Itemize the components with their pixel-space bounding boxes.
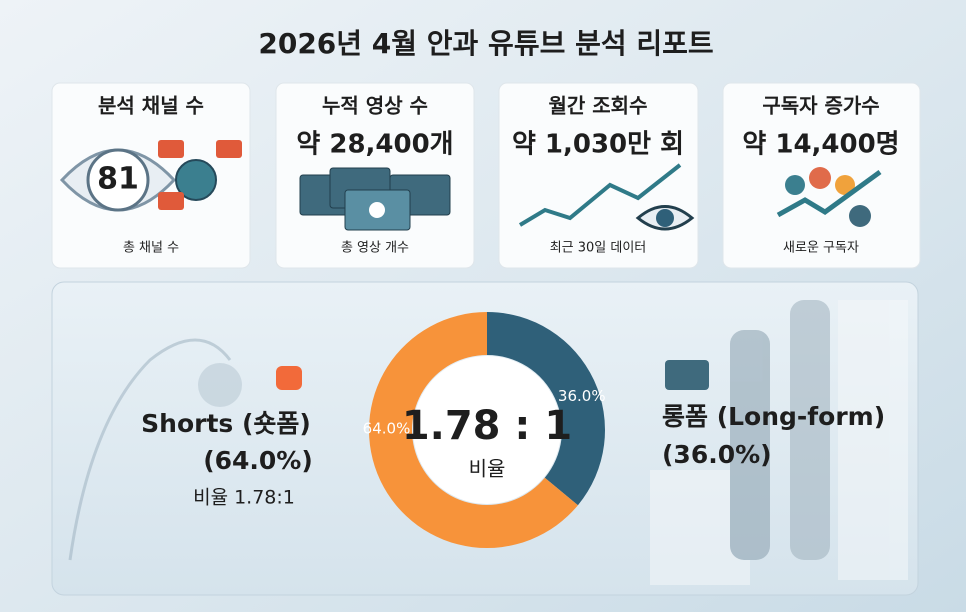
decor xyxy=(68,300,908,585)
video-icon xyxy=(216,140,242,158)
globe-icon xyxy=(175,159,217,201)
ratio-note: 비율 1.78:1 xyxy=(193,487,295,509)
card-caption: 최근 30일 데이터 xyxy=(550,241,647,256)
person-icon xyxy=(835,175,855,195)
center-caption: 비율 xyxy=(469,457,506,481)
page-title: 2026년 4월 안과 유튜브 분석 리포트 xyxy=(258,27,713,60)
eye-icon xyxy=(656,209,674,227)
slice-label: 64.0% xyxy=(363,419,411,437)
card-value: 81 xyxy=(97,162,139,197)
card-title: 구독자 증가수 xyxy=(762,94,879,118)
donut-slice xyxy=(368,312,578,548)
card-title: 분석 채널 수 xyxy=(98,94,204,118)
trend-icon xyxy=(518,163,682,227)
legend-label: Shorts (숏폼) xyxy=(141,409,311,438)
donut-chart: 36.0% 64.0%1.78 : 1 비율 xyxy=(363,312,606,548)
card-caption: 새로운 구독자 xyxy=(783,241,859,256)
card-title: 월간 조회수 xyxy=(549,94,648,118)
slice-label: 36.0% xyxy=(558,387,606,405)
eye-icon xyxy=(86,148,150,212)
shorts-icon xyxy=(276,366,302,390)
video-icon xyxy=(158,140,184,158)
card-caption: 총 영상 개수 xyxy=(341,241,409,256)
legend-value: (64.0%) xyxy=(203,446,313,475)
card-caption: 총 채널 수 xyxy=(123,241,179,256)
card-value: 약 14,400명 xyxy=(742,130,899,160)
person-icon xyxy=(785,175,805,195)
video-icon xyxy=(665,360,709,390)
cards: 분석 채널 수 81 총 채널 수 누적 영상 수 약 28,400개 총 영상… xyxy=(51,82,921,269)
plus-icon xyxy=(849,205,871,227)
donut-slice xyxy=(487,312,605,506)
video-icon xyxy=(158,192,184,210)
center-label: 1.78 : 1 xyxy=(402,403,572,449)
eye-icon xyxy=(369,202,385,218)
card-title: 누적 영상 수 xyxy=(322,94,428,118)
person-icon xyxy=(809,167,831,189)
card-value: 약 1,030만 회 xyxy=(512,130,684,160)
legend-label: 롱폼 (Long-form) xyxy=(662,402,885,431)
donut-hole xyxy=(413,356,561,504)
trend-icon xyxy=(776,169,882,218)
legend-value: (36.0%) xyxy=(662,440,772,469)
card-value: 약 28,400개 xyxy=(296,130,453,160)
